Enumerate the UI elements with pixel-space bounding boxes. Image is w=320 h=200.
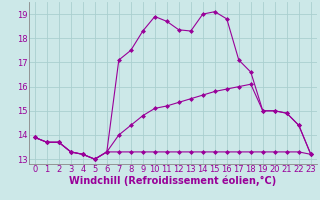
X-axis label: Windchill (Refroidissement éolien,°C): Windchill (Refroidissement éolien,°C) <box>69 176 276 186</box>
